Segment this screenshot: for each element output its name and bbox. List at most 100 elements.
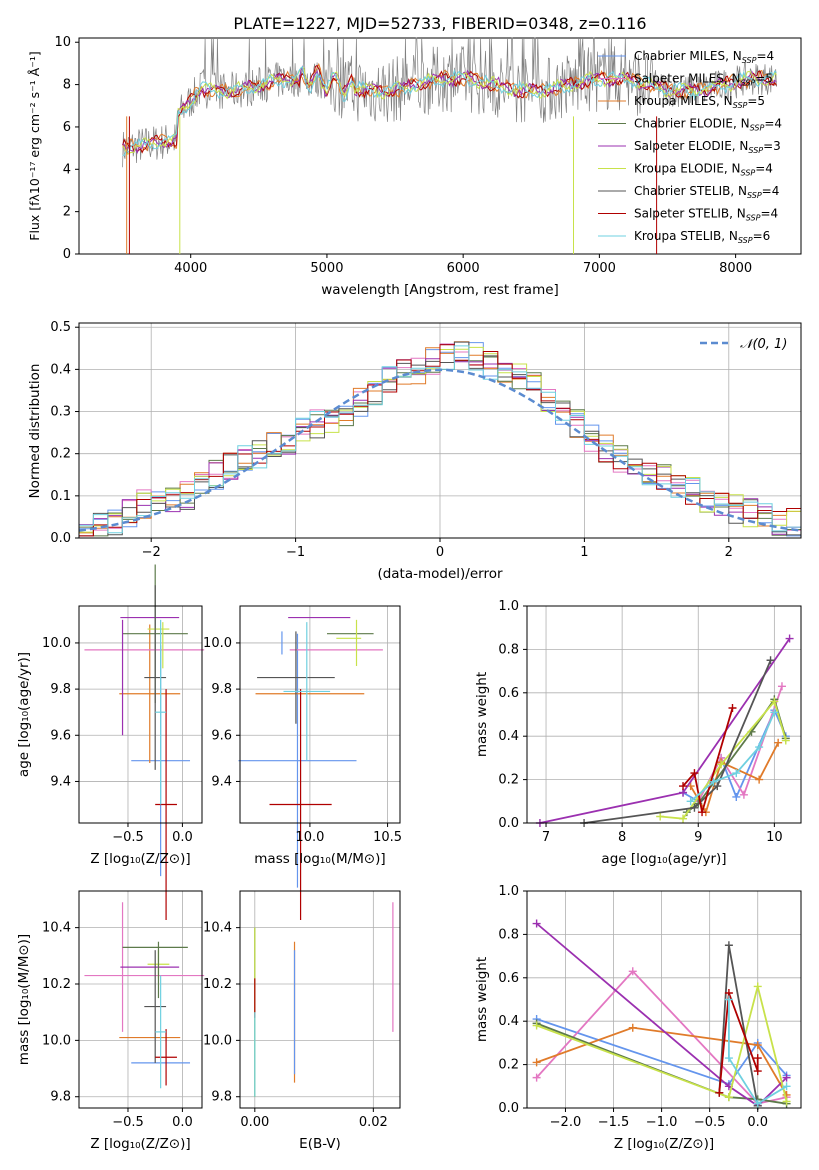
panel-ytick-label: 0.2 xyxy=(498,773,519,788)
panel-xtick-label: −2.0 xyxy=(550,1115,582,1130)
spectrum-xtick-label: 4000 xyxy=(174,261,207,276)
legend-label: Chabrier MILES, NSSP=4 xyxy=(634,49,774,65)
weight-series-line xyxy=(536,1018,788,1086)
panel-ytick-label: 0.2 xyxy=(498,1058,519,1073)
histogram-xtick-label: −2 xyxy=(142,545,161,560)
panel-ytick-label: 9.8 xyxy=(211,1090,232,1105)
spectrum-xtick-label: 6000 xyxy=(447,261,480,276)
legend-label: Chabrier ELODIE, NSSP=4 xyxy=(634,117,782,133)
figure-title: PLATE=1227, MJD=52733, FIBERID=0348, z=0… xyxy=(233,14,646,33)
panel-ytick-label: 0.6 xyxy=(498,971,519,986)
ebv-mass-panel: 0.00 0.02 9.8 10.0 10.2 10.4 E(B-V) xyxy=(203,890,401,1152)
panel-axes xyxy=(239,605,401,824)
panel-xlabel: Z [log₁₀(Z/Z⊙)] xyxy=(614,1136,714,1152)
weight-point xyxy=(781,736,790,745)
spectrum-ytick-label: 0 xyxy=(63,247,71,262)
weight-point xyxy=(532,1021,541,1030)
panel-axes xyxy=(78,890,203,1109)
weight-point xyxy=(770,697,779,706)
panel-ylabel: age [log₁₀(age/yr)] xyxy=(16,652,32,777)
histogram-xtick-label: 2 xyxy=(725,545,733,560)
panel-ytick-label: 10.4 xyxy=(203,921,232,936)
panel-xtick-label: −0.5 xyxy=(112,1115,144,1130)
panel-axes xyxy=(526,890,802,1109)
panel-ytick-label: 1.0 xyxy=(498,599,519,614)
legend-label: Salpeter ELODIE, NSSP=3 xyxy=(634,139,781,155)
weight-point xyxy=(628,967,637,976)
histogram-ylabel: Normed distribution xyxy=(27,364,43,499)
spectrum-xtick-label: 5000 xyxy=(310,261,343,276)
weight-point xyxy=(753,1067,762,1076)
weight-point xyxy=(753,982,762,991)
panel-ytick-label: 10.0 xyxy=(203,1033,232,1048)
weight-point xyxy=(770,708,779,717)
panel-ytick-label: 0.0 xyxy=(498,1101,519,1116)
histogram-ytick-label: 0.3 xyxy=(50,405,71,420)
weight-point xyxy=(755,775,764,784)
weight-point xyxy=(753,1041,762,1050)
weight-point xyxy=(628,1023,637,1032)
weight-point xyxy=(686,797,695,806)
spectrum-ylabel: Flux [fλ10⁻¹⁷ erg cm⁻² s⁻¹ Å⁻¹] xyxy=(27,51,42,240)
panel-ytick-label: 1.0 xyxy=(498,884,519,899)
panel-ytick-label: 0.8 xyxy=(498,927,519,942)
panel-xlabel: mass [log₁₀(M/M⊙)] xyxy=(254,851,385,867)
weight-series-line xyxy=(682,707,734,813)
weight-point xyxy=(732,792,741,801)
panel-ytick-label: 9.4 xyxy=(211,774,232,789)
weight-point xyxy=(777,682,786,691)
z-age-panel: −0.5 0.0 9.4 9.6 9.8 10.0 Z [log₁₀(Z/Z⊙)] age [… xyxy=(16,564,205,920)
weight-point xyxy=(713,782,722,791)
weight-point xyxy=(715,1088,724,1097)
histogram-steps xyxy=(79,341,801,537)
panel-ytick-label: 9.6 xyxy=(50,728,71,743)
gaussian-curve xyxy=(78,368,802,532)
weight-point xyxy=(690,769,699,778)
weight-point xyxy=(709,777,718,786)
legend-label: Salpeter STELIB, NSSP=4 xyxy=(634,207,778,223)
histogram-xtick-label: 1 xyxy=(580,545,588,560)
weight-point xyxy=(782,1082,791,1091)
histogram-ticks: −2 −1 0 1 2 0.0 0.1 0.2 0.3 0.4 0.5 xyxy=(50,320,733,560)
spectrum-xtick-label: 8000 xyxy=(719,261,752,276)
weight-point xyxy=(679,782,688,791)
histogram-ytick-label: 0.5 xyxy=(50,320,71,335)
weight-series-line xyxy=(536,1022,787,1105)
weight-series-line xyxy=(535,969,787,1105)
weight-point xyxy=(785,634,794,643)
panel-xtick-label: 0.0 xyxy=(172,1115,193,1130)
panel-ytick-label: 0.4 xyxy=(498,729,519,744)
panel-xtick-label: 10.0 xyxy=(295,830,324,845)
spectrum-ytick-label: 6 xyxy=(63,120,71,135)
weight-point xyxy=(656,812,665,821)
age-weight-panel: 7 8 9 10 0.0 0.2 0.4 0.6 0.8 1.0 age [log₁₀(age/yr… xyxy=(474,599,802,867)
legend-label: Kroupa ELODIE, NSSP=4 xyxy=(634,162,773,178)
histogram-ytick-label: 0.0 xyxy=(50,531,71,546)
spectrum-panel: 4000 5000 6000 7000 8000 0 2 4 6 8 10 wavelength [… xyxy=(27,35,802,298)
spectrum-xlabel: wavelength [Angstrom, rest frame] xyxy=(321,282,559,298)
panel-xtick-label: 10 xyxy=(766,830,783,845)
legend-label: Salpeter MILES, NSSP=5 xyxy=(634,72,773,88)
panel-ytick-label: 0.0 xyxy=(498,816,519,831)
weight-series-line xyxy=(718,992,759,1093)
weight-point xyxy=(782,1073,791,1082)
spectrum-lines xyxy=(122,37,777,254)
panel-ytick-label: 0.8 xyxy=(498,642,519,657)
histogram-xlabel: (data-model)/error xyxy=(377,566,503,582)
legend-label: Chabrier STELIB, NSSP=4 xyxy=(634,184,779,200)
mass-age-panel: 10.0 10.5 9.4 9.6 9.8 10.0 mass [log₁₀(M/M⊙)] xyxy=(203,605,402,920)
histogram-series xyxy=(79,345,801,534)
weight-series-line xyxy=(536,986,788,1102)
panel-xtick-label: 7 xyxy=(542,830,550,845)
panel-xtick-label: 0.0 xyxy=(172,830,193,845)
weight-point xyxy=(724,1093,733,1102)
spectrum-ytick-label: 2 xyxy=(63,205,71,220)
histogram-ytick-label: 0.2 xyxy=(50,447,71,462)
panel-xtick-label: 0.02 xyxy=(359,1115,388,1130)
panel-xtick-label: 8 xyxy=(618,830,626,845)
spectrum-ytick-label: 10 xyxy=(54,35,71,50)
weight-point xyxy=(532,1073,541,1082)
panel-xlabel: E(B-V) xyxy=(299,1136,341,1152)
weight-series-line xyxy=(536,922,788,1107)
weight-series-line xyxy=(728,999,788,1105)
